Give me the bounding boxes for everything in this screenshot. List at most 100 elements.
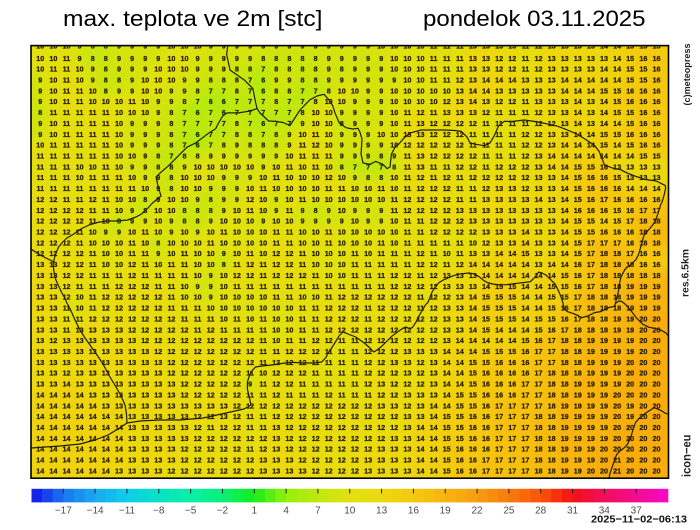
svg-text:12: 12 <box>417 380 425 389</box>
svg-text:12: 12 <box>443 97 451 106</box>
svg-text:8: 8 <box>274 86 278 95</box>
svg-text:12: 12 <box>325 434 333 443</box>
svg-text:19: 19 <box>561 445 569 454</box>
svg-text:12: 12 <box>430 141 438 150</box>
svg-text:8: 8 <box>91 54 95 63</box>
svg-text:10: 10 <box>246 238 254 247</box>
svg-text:11: 11 <box>272 173 280 182</box>
svg-text:10: 10 <box>417 86 425 95</box>
svg-text:11: 11 <box>351 249 359 258</box>
svg-text:12: 12 <box>89 314 97 323</box>
svg-text:16: 16 <box>469 434 477 443</box>
svg-text:16: 16 <box>456 445 464 454</box>
svg-text:13: 13 <box>364 456 372 465</box>
svg-text:16: 16 <box>639 141 647 150</box>
svg-text:14: 14 <box>430 445 438 454</box>
svg-text:18: 18 <box>535 456 543 465</box>
svg-text:12: 12 <box>495 54 503 63</box>
svg-text:10: 10 <box>207 228 215 237</box>
svg-text:13: 13 <box>456 108 464 117</box>
svg-text:12: 12 <box>508 97 516 106</box>
svg-text:8: 8 <box>183 206 187 215</box>
svg-text:12: 12 <box>194 369 202 378</box>
svg-text:20: 20 <box>600 445 608 454</box>
svg-text:17: 17 <box>574 304 582 313</box>
svg-text:11: 11 <box>325 152 333 161</box>
svg-text:10: 10 <box>299 173 307 182</box>
svg-text:11: 11 <box>522 108 530 117</box>
svg-text:13: 13 <box>548 238 556 247</box>
svg-text:16: 16 <box>600 184 608 193</box>
svg-text:11: 11 <box>351 358 359 367</box>
svg-text:19: 19 <box>626 293 634 302</box>
svg-text:13: 13 <box>417 412 425 421</box>
svg-text:13: 13 <box>154 412 162 421</box>
svg-text:9: 9 <box>235 195 239 204</box>
svg-text:19: 19 <box>587 380 595 389</box>
svg-text:10: 10 <box>338 173 346 182</box>
svg-text:18: 18 <box>574 369 582 378</box>
svg-text:−17: −17 <box>55 506 72 517</box>
svg-text:9: 9 <box>274 195 278 204</box>
svg-text:7: 7 <box>274 108 278 117</box>
svg-text:15: 15 <box>574 217 582 226</box>
svg-text:19: 19 <box>574 434 582 443</box>
svg-text:11: 11 <box>194 325 202 334</box>
svg-text:12: 12 <box>312 401 320 410</box>
svg-text:17: 17 <box>508 445 516 454</box>
svg-text:10: 10 <box>285 152 293 161</box>
svg-text:11: 11 <box>404 162 412 171</box>
svg-text:15: 15 <box>469 390 477 399</box>
svg-text:10: 10 <box>259 173 267 182</box>
svg-text:10: 10 <box>469 238 477 247</box>
svg-text:7: 7 <box>235 97 239 106</box>
svg-text:12: 12 <box>207 390 215 399</box>
svg-text:11: 11 <box>430 173 438 182</box>
svg-text:18: 18 <box>548 369 556 378</box>
svg-text:11: 11 <box>482 162 490 171</box>
svg-text:12: 12 <box>417 282 425 291</box>
svg-text:13: 13 <box>653 162 661 171</box>
svg-text:12: 12 <box>141 293 149 302</box>
svg-text:7: 7 <box>209 141 213 150</box>
svg-text:14: 14 <box>508 336 516 345</box>
svg-text:10: 10 <box>49 119 57 128</box>
svg-text:13: 13 <box>102 336 110 345</box>
svg-text:11: 11 <box>508 152 516 161</box>
svg-text:15: 15 <box>456 401 464 410</box>
svg-text:11: 11 <box>312 358 320 367</box>
svg-text:11: 11 <box>63 173 71 182</box>
svg-text:11: 11 <box>417 238 425 247</box>
svg-text:15: 15 <box>443 456 451 465</box>
svg-text:10: 10 <box>246 162 254 171</box>
svg-text:12: 12 <box>299 434 307 443</box>
svg-text:10: 10 <box>390 108 398 117</box>
svg-text:16: 16 <box>482 445 490 454</box>
svg-text:20: 20 <box>639 369 647 378</box>
svg-text:12: 12 <box>364 434 372 443</box>
svg-text:14: 14 <box>76 390 84 399</box>
svg-text:15: 15 <box>574 238 582 247</box>
svg-text:12: 12 <box>285 380 293 389</box>
svg-text:12: 12 <box>312 466 320 475</box>
svg-text:11: 11 <box>417 228 425 237</box>
svg-text:10: 10 <box>128 108 136 117</box>
svg-text:12: 12 <box>285 423 293 432</box>
svg-text:12: 12 <box>377 336 385 345</box>
svg-text:16: 16 <box>653 249 661 258</box>
svg-text:17: 17 <box>587 282 595 291</box>
svg-text:11: 11 <box>102 141 110 150</box>
svg-text:8: 8 <box>301 65 305 74</box>
svg-text:9: 9 <box>196 76 200 85</box>
svg-text:12: 12 <box>36 217 44 226</box>
svg-text:11: 11 <box>207 238 215 247</box>
svg-text:13: 13 <box>141 369 149 378</box>
svg-text:11: 11 <box>246 249 254 258</box>
svg-text:13: 13 <box>469 217 477 226</box>
svg-text:17: 17 <box>613 238 621 247</box>
svg-text:14: 14 <box>443 390 451 399</box>
svg-text:12: 12 <box>430 206 438 215</box>
svg-text:8: 8 <box>196 217 200 226</box>
svg-text:11: 11 <box>417 217 425 226</box>
svg-text:12: 12 <box>469 162 477 171</box>
